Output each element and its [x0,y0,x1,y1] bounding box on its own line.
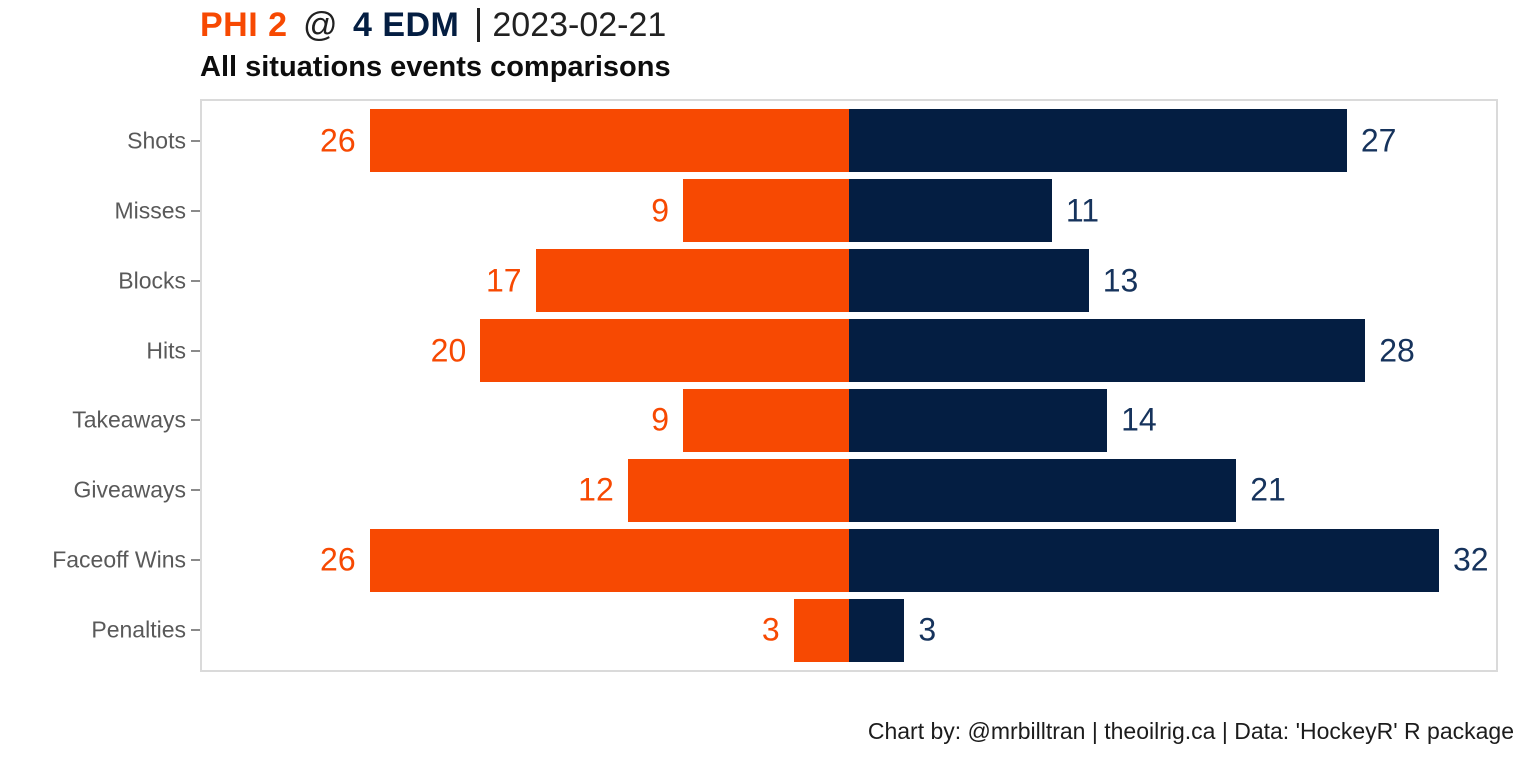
axis-tick [191,489,200,492]
title-away-team-score: PHI 2 [200,6,288,44]
edm-value-label: 3 [918,611,937,648]
phi-bar [683,388,849,452]
title-separator-bar [477,8,481,42]
category-label: Blocks [118,267,186,294]
edm-bar [849,458,1237,522]
phi-value-label: 9 [651,401,670,438]
title-at-symbol: @ [303,6,338,44]
category-label: Giveaways [73,476,186,503]
category-label: Penalties [91,616,186,643]
phi-bar [627,458,849,522]
chart-subtitle: All situations events comparisons [200,51,671,83]
category-label: Hits [146,337,186,364]
phi-value-label: 12 [578,471,614,508]
edm-value-label: 14 [1121,401,1157,438]
category-label: Shots [127,127,186,154]
phi-value-label: 17 [485,262,522,299]
axis-tick [191,279,200,282]
phi-value-label: 20 [430,332,467,369]
edm-bar [849,179,1052,243]
chart-title: PHI 2 @ 4 EDM 2023-02-21 [200,4,666,46]
edm-bar [849,109,1347,173]
edm-bar [849,598,905,662]
phi-value-label: 26 [320,122,356,159]
footer-credit: Chart by: @mrbilltran | theoilrig.ca | D… [867,718,1514,744]
title-game-date: 2023-02-21 [492,6,667,44]
phi-bar [480,319,849,382]
axis-tick [191,559,200,562]
edm-value-label: 13 [1102,262,1139,299]
phi-bar [535,249,849,313]
axis-tick [191,139,200,142]
category-label: Takeaways [72,406,186,433]
phi-value-label: 3 [761,611,780,648]
edm-value-label: 27 [1360,122,1397,159]
axis-tick [191,629,200,632]
edm-bar [849,319,1366,382]
edm-bar [849,249,1089,313]
phi-bar [369,528,849,592]
edm-bar [849,528,1439,592]
phi-bar [793,598,849,662]
axis-tick [191,209,200,212]
edm-value-label: 32 [1453,541,1489,578]
axis-tick [191,419,200,422]
edm-value-label: 21 [1250,471,1286,508]
category-label: Misses [114,197,186,224]
edm-value-label: 11 [1065,192,1100,229]
plot-area: Shots 26 27 Misses 9 11 Blocks 17 13 Hits 20 28 Take… [0,99,1528,672]
phi-value-label: 9 [651,192,670,229]
phi-bar [683,179,849,243]
category-label: Faceoff Wins [52,546,186,573]
title-home-team-score: 4 EDM [352,6,460,44]
axis-tick [191,349,200,352]
phi-value-label: 26 [320,541,356,578]
phi-bar [369,109,849,173]
edm-value-label: 28 [1379,332,1415,369]
edm-bar [849,388,1108,452]
